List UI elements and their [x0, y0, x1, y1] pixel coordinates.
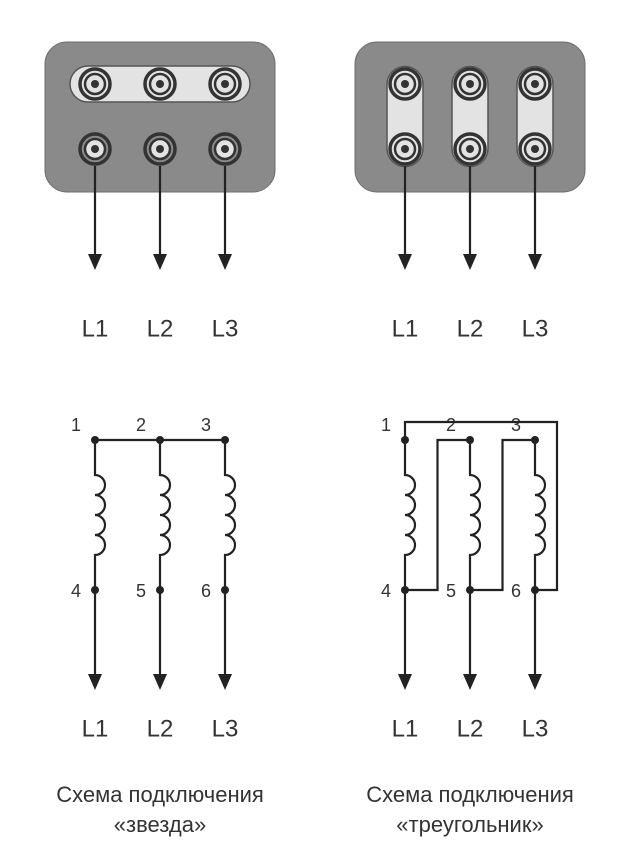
svg-text:4: 4	[71, 581, 81, 601]
svg-text:2: 2	[136, 415, 146, 435]
svg-text:L1: L1	[82, 315, 109, 342]
diagram-svg: L1 L2 L3 L1 L2 L3 1 4 L1 2 5 L2 3 6 L3 1 4 L1 2 5 L2 3 6 L3	[0, 0, 640, 860]
svg-text:L1: L1	[392, 315, 419, 342]
svg-text:L3: L3	[522, 315, 549, 342]
svg-text:L2: L2	[457, 715, 484, 742]
svg-text:6: 6	[511, 581, 521, 601]
svg-text:5: 5	[446, 581, 456, 601]
svg-text:3: 3	[201, 415, 211, 435]
svg-text:1: 1	[381, 415, 391, 435]
svg-text:5: 5	[136, 581, 146, 601]
caption-star-line2: «звезда»	[114, 812, 206, 837]
svg-text:6: 6	[201, 581, 211, 601]
svg-text:L2: L2	[147, 715, 174, 742]
svg-text:L1: L1	[392, 715, 419, 742]
svg-text:L1: L1	[82, 715, 109, 742]
caption-star: Схема подключения «звезда»	[20, 780, 300, 839]
svg-text:L3: L3	[212, 315, 239, 342]
caption-star-line1: Схема подключения	[56, 782, 264, 807]
caption-delta: Схема подключения «треугольник»	[330, 780, 610, 839]
svg-text:L2: L2	[147, 315, 174, 342]
svg-text:1: 1	[71, 415, 81, 435]
svg-text:2: 2	[446, 415, 456, 435]
svg-text:L3: L3	[522, 715, 549, 742]
svg-text:L3: L3	[212, 715, 239, 742]
diagram-canvas: L1 L2 L3 L1 L2 L3 1 4 L1 2 5 L2 3 6 L3 1 4 L1 2 5 L2 3 6 L3 Схе…	[0, 0, 640, 860]
caption-delta-line1: Схема подключения	[366, 782, 574, 807]
svg-text:4: 4	[381, 581, 391, 601]
svg-text:L2: L2	[457, 315, 484, 342]
svg-text:3: 3	[511, 415, 521, 435]
caption-delta-line2: «треугольник»	[396, 812, 543, 837]
